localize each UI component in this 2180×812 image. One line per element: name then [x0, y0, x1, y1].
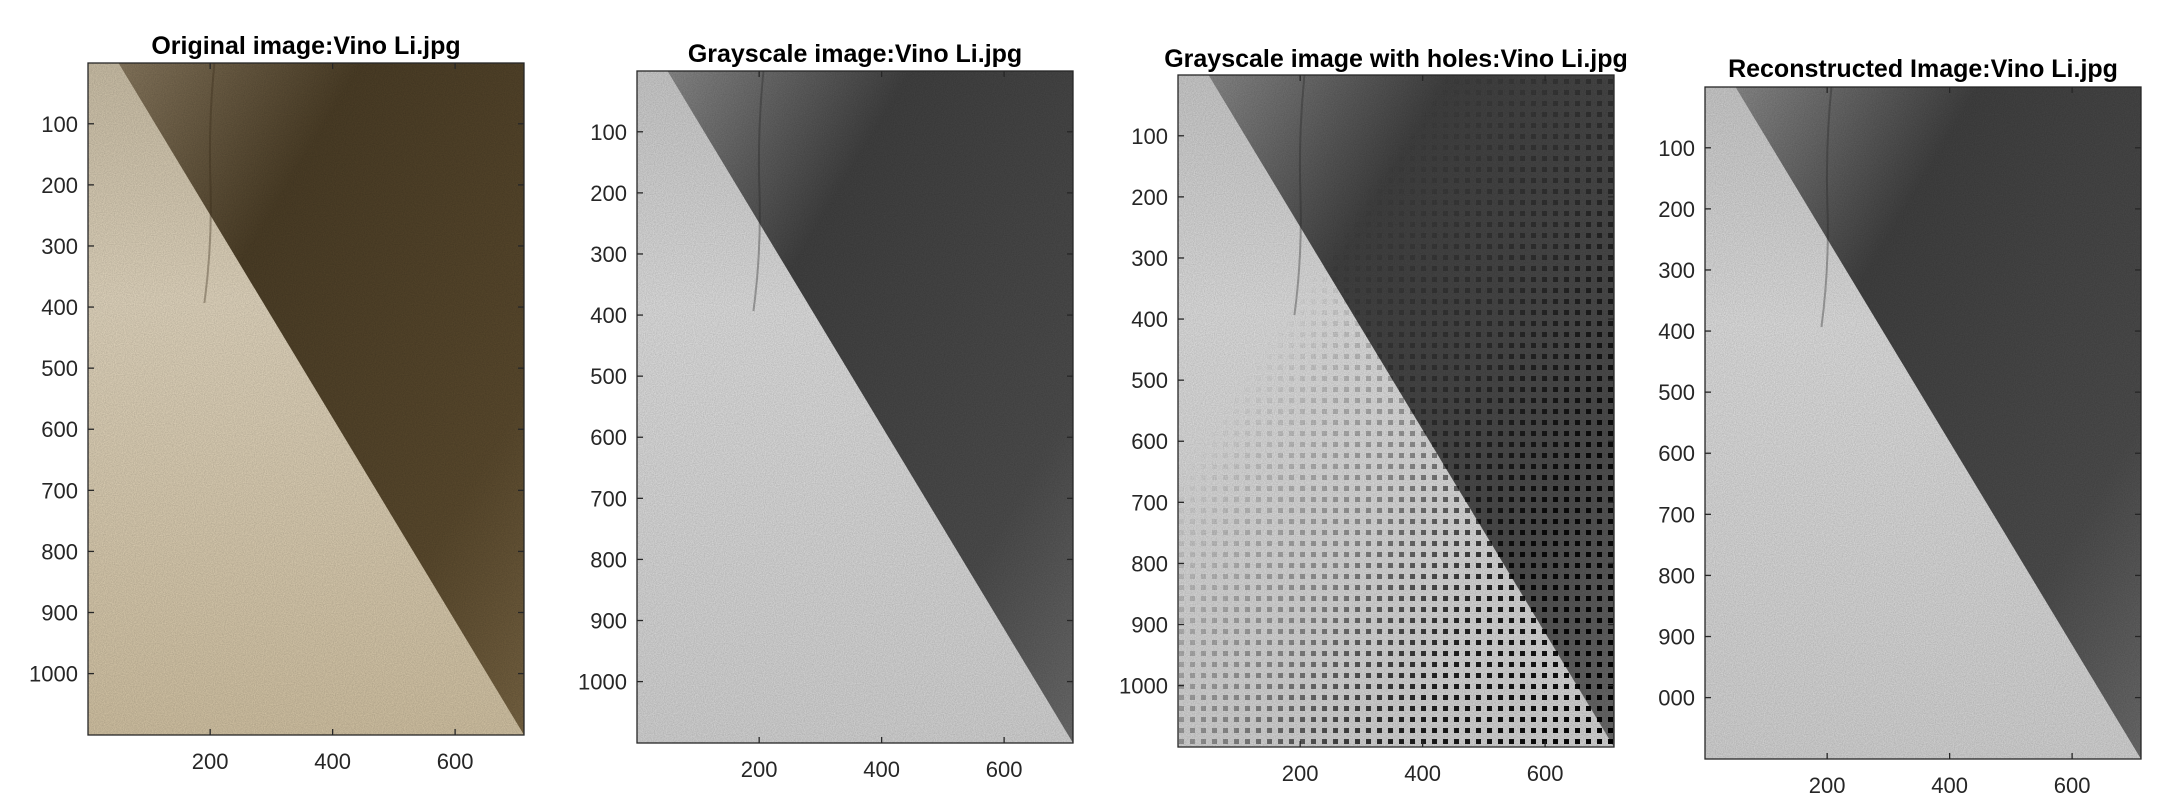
y-tick-label: 700 [1658, 502, 1695, 527]
panel-original: Original image:Vino Li.jpg 100 200 300 400 50… [29, 32, 524, 774]
y-tick-label: 200 [1658, 197, 1695, 222]
x-tick-label: 400 [863, 757, 900, 782]
holes-overlay [1178, 75, 1614, 747]
panel-title: Grayscale image with holes:Vino Li.jpg [1164, 45, 1628, 73]
y-tick-label: 500 [1131, 368, 1168, 393]
panel-holes: Grayscale image with holes:Vino Li.jpg 10… [1119, 45, 1628, 786]
y-tick-label: 900 [41, 601, 78, 626]
y-tick-label: 300 [1131, 246, 1168, 271]
panel-image [637, 71, 1073, 743]
y-tick-label: 200 [1131, 185, 1168, 210]
y-tick-label: 700 [1131, 490, 1168, 515]
y-tick-label: 800 [590, 547, 627, 572]
y-tick-label: 100 [1131, 124, 1168, 149]
y-tick-label: 600 [1131, 429, 1168, 454]
y-tick-label: 900 [590, 609, 627, 634]
grain-texture [637, 71, 1073, 743]
y-tick-label: 900 [1658, 625, 1695, 650]
x-tick-label: 400 [1404, 761, 1441, 786]
x-tick-label: 200 [1282, 761, 1319, 786]
y-tick-label: 1000 [578, 670, 627, 695]
x-tick-label: 400 [1931, 773, 1968, 798]
y-tick-label: 000 [1658, 686, 1695, 711]
y-tick-label: 800 [1658, 563, 1695, 588]
panel-image [1705, 87, 2141, 759]
grain-texture [88, 63, 524, 735]
x-tick-label: 600 [437, 749, 474, 774]
y-tick-label: 100 [590, 120, 627, 145]
x-tick-label: 200 [1809, 773, 1846, 798]
y-tick-label: 1000 [29, 662, 78, 687]
panel-image [88, 63, 524, 735]
y-tick-label: 100 [1658, 136, 1695, 161]
y-tick-label: 100 [41, 112, 78, 137]
y-tick-label: 700 [41, 478, 78, 503]
x-tick-label: 600 [986, 757, 1023, 782]
grain-texture [1705, 87, 2141, 759]
x-tick-label: 200 [741, 757, 778, 782]
y-tick-label: 400 [1658, 319, 1695, 344]
y-tick-label: 300 [590, 242, 627, 267]
y-tick-label: 300 [1658, 258, 1695, 283]
y-tick-label: 800 [1131, 551, 1168, 576]
y-tick-label: 200 [41, 173, 78, 198]
y-tick-label: 900 [1131, 613, 1168, 638]
y-tick-label: 400 [41, 295, 78, 320]
panel-grayscale: Grayscale image:Vino Li.jpg 100 200 300 400 5… [578, 40, 1073, 782]
x-tick-label: 600 [2054, 773, 2091, 798]
panel-image [1178, 75, 1614, 747]
y-tick-label: 1000 [1119, 674, 1168, 699]
y-tick-label: 400 [590, 303, 627, 328]
panel-title: Grayscale image:Vino Li.jpg [688, 40, 1022, 68]
panel-title: Reconstructed Image:Vino Li.jpg [1728, 55, 2118, 83]
x-tick-label: 200 [192, 749, 229, 774]
y-tick-label: 600 [1658, 441, 1695, 466]
y-tick-label: 800 [41, 539, 78, 564]
y-tick-label: 500 [590, 364, 627, 389]
y-tick-label: 200 [590, 181, 627, 206]
panel-title: Original image:Vino Li.jpg [151, 32, 460, 60]
y-tick-label: 400 [1131, 307, 1168, 332]
y-tick-label: 600 [41, 417, 78, 442]
y-tick-label: 500 [41, 356, 78, 381]
x-tick-label: 400 [314, 749, 351, 774]
y-tick-label: 300 [41, 234, 78, 259]
x-tick-label: 600 [1527, 761, 1564, 786]
y-tick-label: 600 [590, 425, 627, 450]
panel-reconstructed: Reconstructed Image:Vino Li.jpg 100 200 300… [1658, 55, 2141, 798]
y-tick-label: 700 [590, 486, 627, 511]
y-tick-label: 500 [1658, 380, 1695, 405]
